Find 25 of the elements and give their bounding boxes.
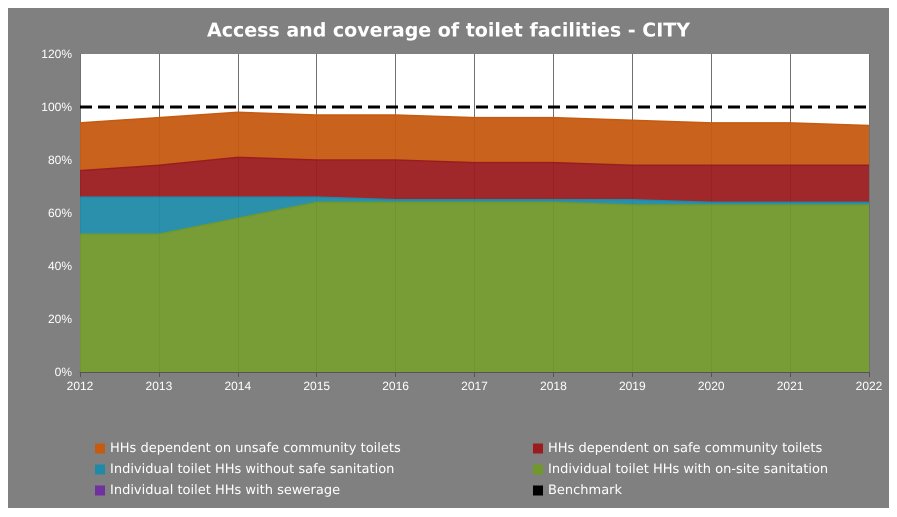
x-tick-label: 2013 <box>146 379 173 393</box>
x-tick-label: 2015 <box>303 379 330 393</box>
x-tick-label: 2016 <box>382 379 410 393</box>
x-tick-label: 2014 <box>224 379 252 393</box>
y-tick-label: 0% <box>54 365 72 379</box>
y-tick-label: 100% <box>41 100 72 114</box>
y-tick-label: 80% <box>48 153 72 167</box>
y-tick-label: 20% <box>48 312 72 326</box>
legend-label: Individual toilet HHs without safe sanitation <box>110 462 394 477</box>
legend-label: Benchmark <box>548 483 623 498</box>
x-tick-label: 2018 <box>540 379 568 393</box>
x-tick-label: 2022 <box>856 379 883 393</box>
x-tick-label: 2017 <box>461 379 488 393</box>
legend-label: Individual toilet HHs with on-site sanitation <box>548 462 828 477</box>
x-tick-label: 2019 <box>618 379 646 393</box>
x-tick-label: 2012 <box>66 379 94 393</box>
legend-label: HHs dependent on unsafe community toilets <box>110 441 401 456</box>
legend-label: HHs dependent on safe community toilets <box>548 441 822 456</box>
x-tick-label: 2021 <box>776 379 804 393</box>
y-tick-label: 40% <box>48 259 72 273</box>
y-tick-label: 120% <box>41 47 72 61</box>
x-tick-label: 2020 <box>698 379 725 393</box>
chart-title: Access and coverage of toilet facilities - CITY <box>207 20 690 42</box>
legend-label: Individual toilet HHs with sewerage <box>110 483 340 498</box>
y-tick-label: 60% <box>48 206 72 220</box>
